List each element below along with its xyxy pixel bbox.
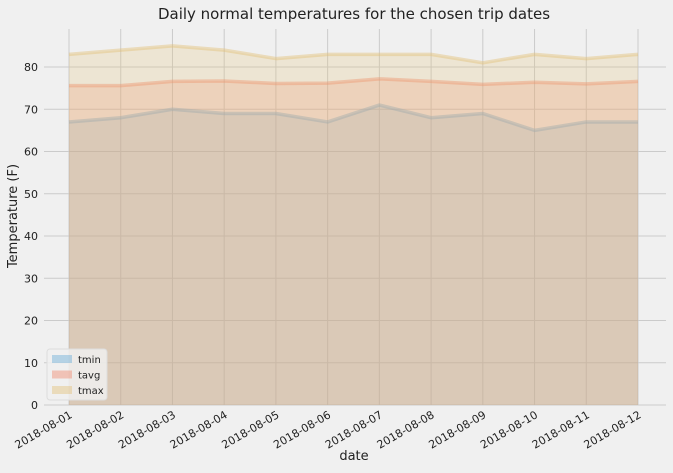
- x-tick-label: 2018-08-09: [426, 408, 488, 451]
- x-tick-label: 2018-08-11: [530, 408, 592, 451]
- legend-label-tmin: tmin: [78, 355, 101, 366]
- legend-box: [46, 348, 108, 401]
- legend-swatch-tmax: [52, 386, 72, 394]
- x-tick-label: 2018-08-06: [271, 408, 333, 451]
- x-tick-label: 2018-08-04: [168, 408, 230, 451]
- y-tick-label: 10: [24, 357, 38, 370]
- x-tick-label: 2018-08-01: [13, 408, 75, 451]
- area-tmin: [69, 105, 638, 405]
- legend-label-tmax: tmax: [78, 386, 104, 397]
- plot-background: [44, 29, 666, 405]
- x-tick-label: 2018-08-05: [220, 408, 282, 451]
- line-tavg: [69, 77, 639, 88]
- x-tick-labels: 2018-08-012018-08-022018-08-032018-08-04…: [13, 408, 644, 451]
- legend: tmin tavg tmax: [46, 348, 108, 401]
- gridlines: [44, 29, 666, 406]
- area-tmax: [69, 45, 638, 406]
- y-tick-label: 40: [24, 230, 38, 243]
- x-tick-label: 2018-08-10: [478, 408, 540, 451]
- y-tick-label: 30: [24, 272, 38, 285]
- y-tick-label: 70: [24, 103, 38, 116]
- x-tick-label: 2018-08-12: [582, 408, 644, 451]
- line-tmin: [68, 103, 638, 133]
- y-axis-label: Temperature (F): [6, 164, 21, 269]
- legend-swatch-tavg: [52, 370, 72, 379]
- y-tick-label: 20: [24, 315, 38, 328]
- chart-title: Daily normal temperatures for the chosen…: [158, 5, 550, 23]
- x-tick-label: 2018-08-02: [64, 408, 126, 451]
- x-tick-label: 2018-08-07: [323, 408, 385, 451]
- line-tmax: [68, 44, 639, 65]
- legend-swatch-tmin: [52, 355, 72, 363]
- y-tick-label: 80: [24, 61, 38, 74]
- x-tick-label: 2018-08-08: [375, 408, 437, 451]
- x-axis-label: date: [339, 449, 368, 464]
- legend-label-tavg: tavg: [78, 371, 100, 382]
- area-tavg: [69, 78, 638, 405]
- y-tick-label: 0: [31, 399, 38, 412]
- y-tick-label: 50: [24, 188, 38, 201]
- area-series: [68, 44, 639, 406]
- y-tick-labels: 0 10 20 30 40 50 60 70 80: [24, 61, 38, 412]
- y-tick-label: 60: [24, 146, 38, 159]
- x-tick-label: 2018-08-03: [116, 408, 178, 451]
